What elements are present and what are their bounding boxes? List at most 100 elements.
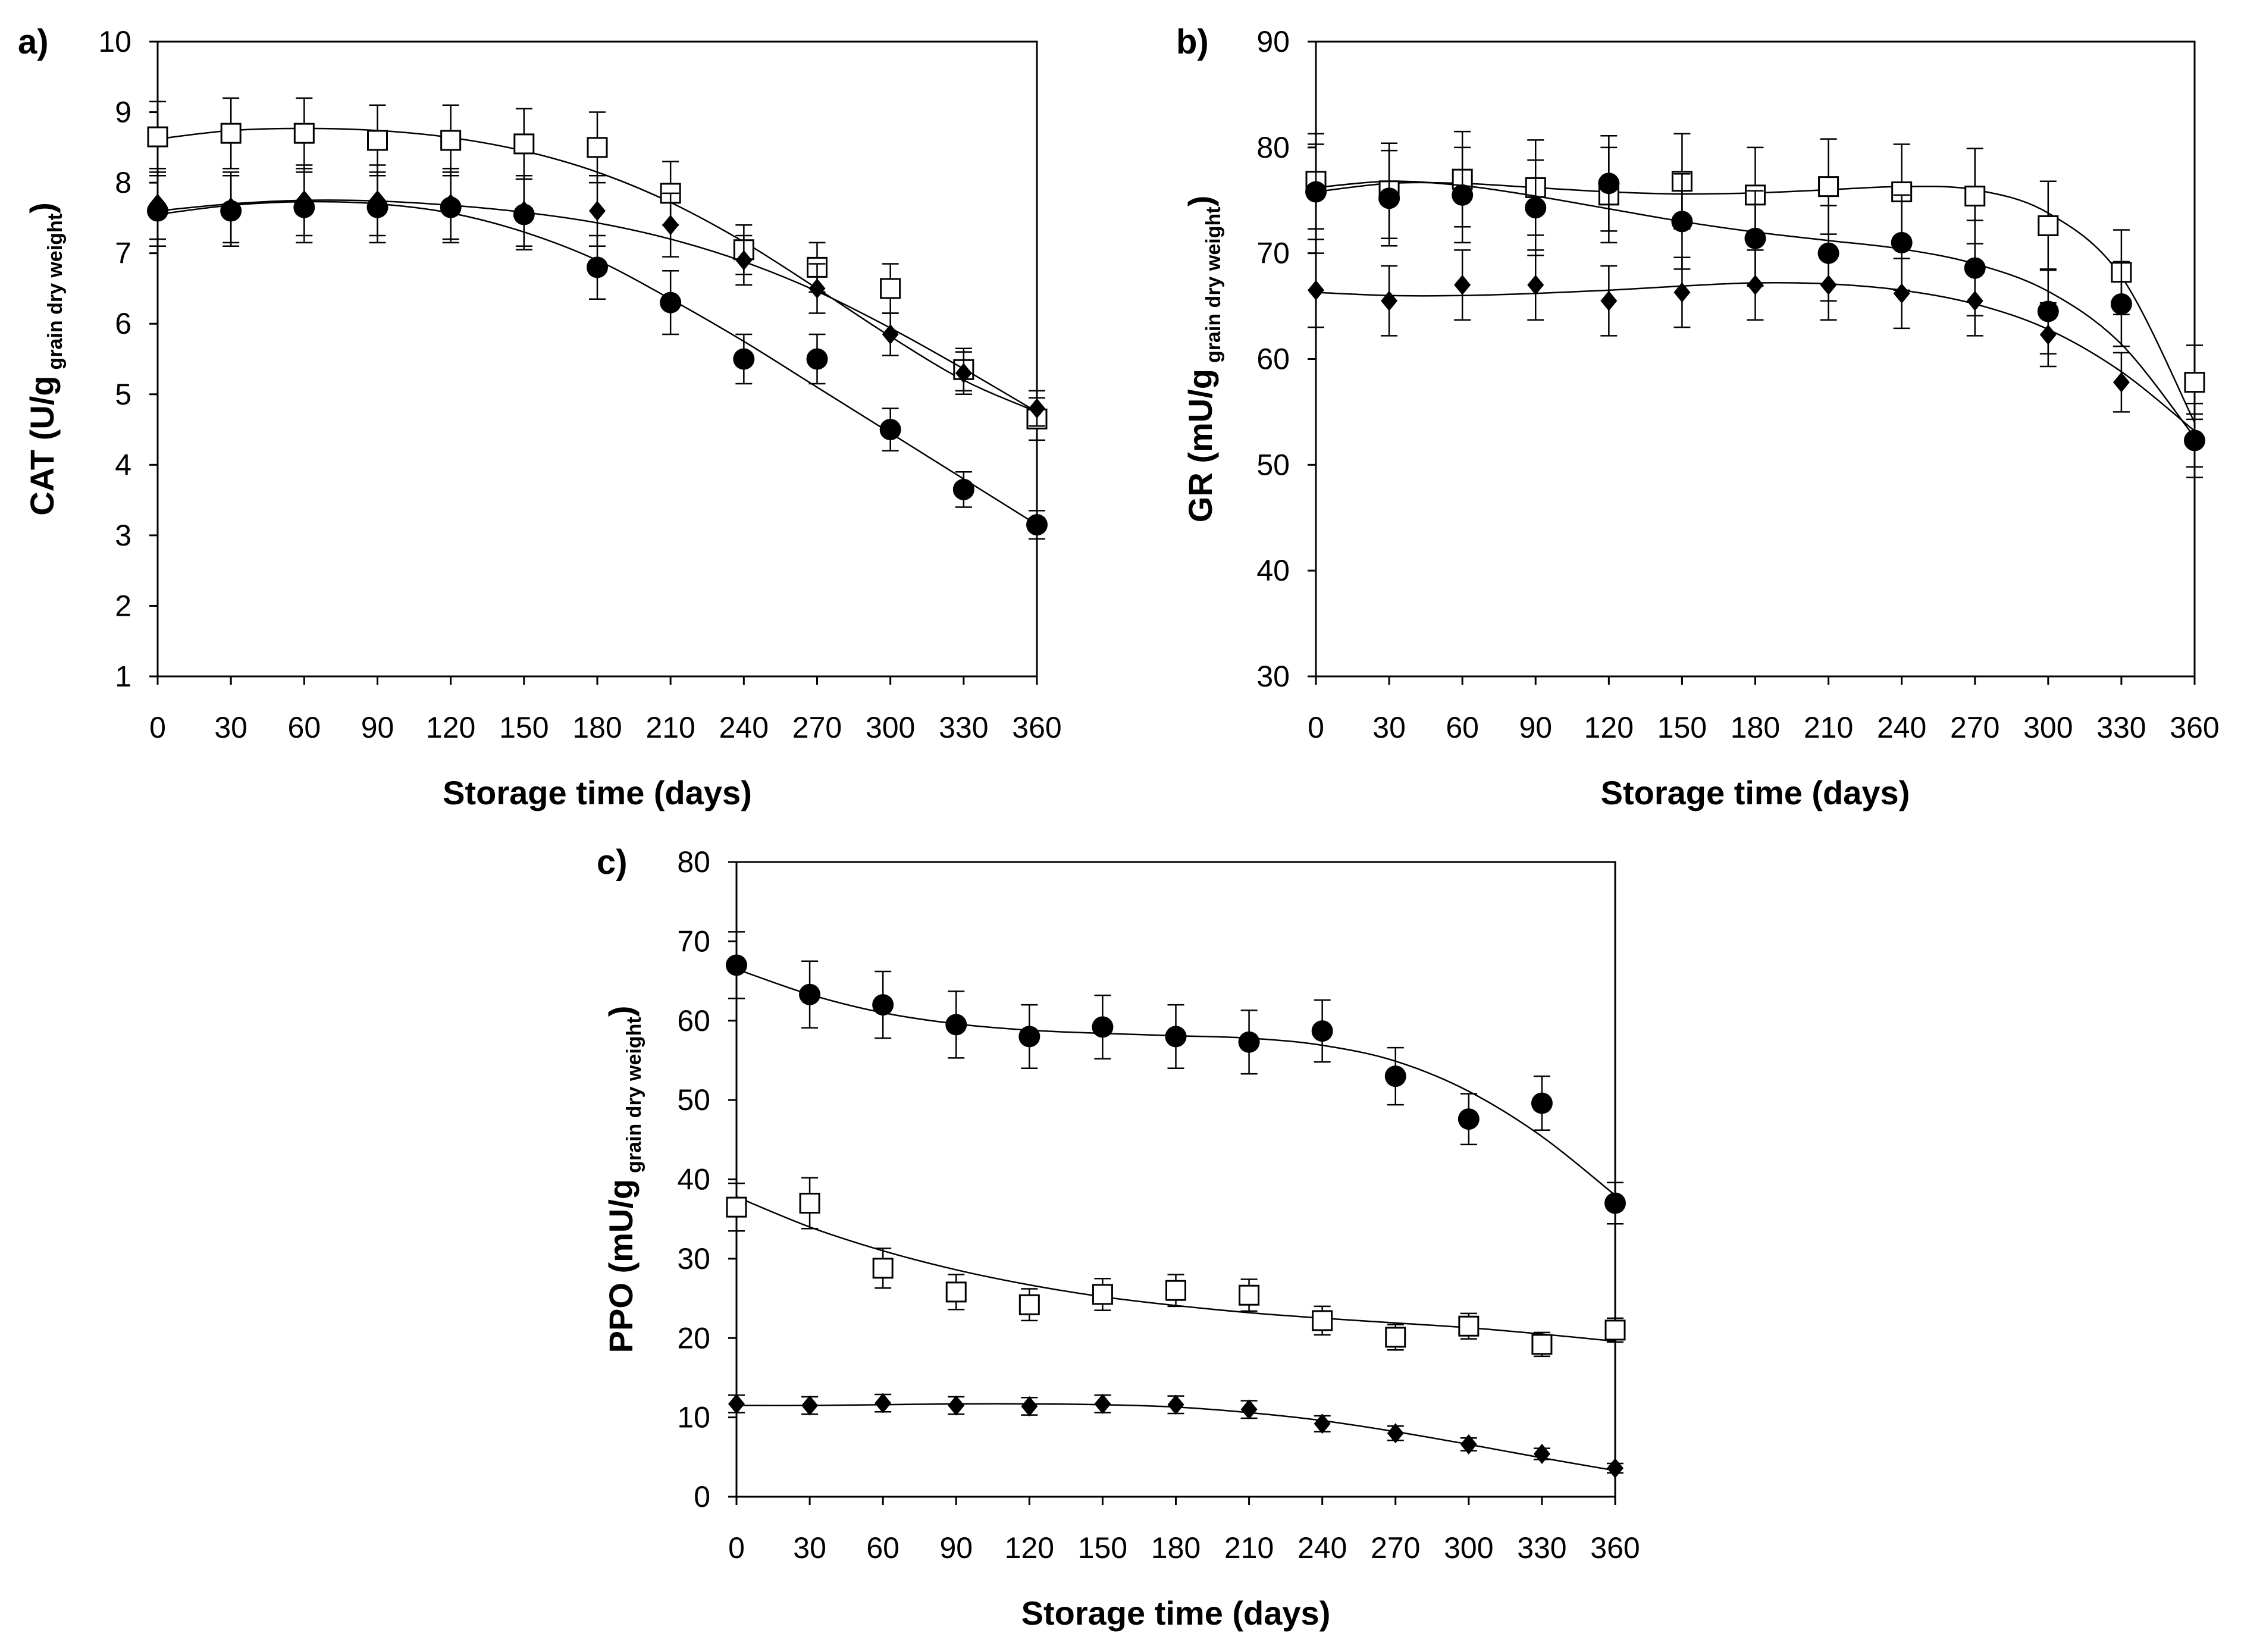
- x-tick-label: 120: [1005, 1531, 1054, 1565]
- x-tick-label: 330: [2096, 711, 2146, 744]
- x-tick-label: 300: [866, 711, 915, 744]
- data-point-square: [2038, 215, 2059, 236]
- data-point-diamond: [1167, 1394, 1184, 1415]
- x-tick-label: 300: [1444, 1531, 1493, 1565]
- data-point-square: [1964, 186, 1986, 207]
- x-tick-label: 300: [2023, 711, 2073, 744]
- data-point-square: [2184, 372, 2205, 393]
- data-point-circle: [806, 348, 828, 370]
- data-point-diamond: [2113, 372, 2130, 393]
- y-tick-label: 40: [1256, 554, 1290, 587]
- data-point-square: [147, 126, 168, 148]
- x-tick-label: 60: [288, 711, 321, 744]
- data-point-square: [293, 123, 315, 144]
- y-axis-label-close: ): [23, 202, 61, 214]
- y-axis-label-subscript: grain dry weight: [1202, 206, 1225, 363]
- data-point-diamond: [2186, 430, 2203, 451]
- data-point-square: [1312, 1310, 1333, 1331]
- x-tick-label: 330: [939, 711, 988, 744]
- x-tick-label: 120: [1584, 711, 1634, 744]
- y-tick-label: 50: [1256, 448, 1290, 481]
- data-point-diamond: [801, 1395, 819, 1416]
- chart-panel-a: 1 2 3 4 5 6 7 8 9 10 0 30 60 90 120 150 180 210 240 270 300 3…: [18, 23, 1062, 811]
- y-tick-label: 30: [1256, 660, 1290, 693]
- data-point-diamond: [1607, 1457, 1623, 1478]
- x-tick-label: 360: [1012, 711, 1061, 744]
- data-point-square: [1458, 1315, 1480, 1337]
- y-tick-label: 80: [1256, 131, 1290, 164]
- data-point-square: [1818, 176, 1839, 198]
- series-filled-diamond: [149, 164, 1045, 427]
- y-tick-label: 10: [98, 25, 131, 58]
- x-tick-label: 0: [149, 711, 166, 744]
- data-point-square: [440, 130, 462, 151]
- x-tick-label: 150: [1078, 1531, 1127, 1565]
- data-point-diamond: [1454, 275, 1471, 296]
- data-point-diamond: [882, 324, 899, 345]
- x-tick-label: 90: [1519, 711, 1552, 744]
- y-tick-label: 3: [115, 519, 131, 552]
- x-tick-label: 30: [793, 1531, 826, 1565]
- data-point-circle: [879, 419, 901, 441]
- x-tick-label: 330: [1517, 1531, 1566, 1565]
- data-point-circle: [220, 200, 242, 222]
- y-axis-label-main: CAT (U/g: [23, 375, 61, 515]
- data-point-diamond: [1381, 290, 1398, 311]
- x-tick-label: 60: [866, 1531, 899, 1565]
- fit-curve: [736, 968, 1616, 1196]
- data-point-circle: [1305, 181, 1327, 203]
- data-point-circle: [513, 203, 535, 225]
- data-point-diamond: [1314, 1413, 1331, 1434]
- y-tick-label: 0: [694, 1480, 710, 1513]
- y-tick-label: 4: [115, 448, 131, 481]
- data-point-square: [1531, 1334, 1553, 1355]
- data-point-diamond: [1387, 1423, 1404, 1444]
- data-point-circle: [660, 291, 682, 314]
- data-point-square: [945, 1281, 967, 1303]
- data-point-circle: [799, 983, 821, 1005]
- y-axis-label-subscript: grain dry weight: [44, 214, 67, 370]
- data-point-square: [220, 123, 242, 144]
- data-point-square: [1092, 1284, 1113, 1305]
- data-point-diamond: [1240, 1399, 1258, 1420]
- data-point-circle: [1378, 187, 1400, 209]
- data-point-circle: [1604, 1192, 1626, 1214]
- data-point-diamond: [1600, 290, 1618, 311]
- y-tick-label: 60: [1256, 343, 1290, 376]
- y-tick-label: 1: [115, 660, 131, 693]
- data-point-circle: [366, 196, 388, 218]
- y-axis-label: GR (mU/g grain dry weight): [1181, 196, 1225, 522]
- data-point-circle: [1238, 1031, 1260, 1053]
- data-point-circle: [1384, 1065, 1406, 1087]
- x-tick-label: 60: [1446, 711, 1479, 744]
- panel-label: a): [18, 23, 49, 61]
- series-open-square: [726, 1177, 1626, 1358]
- data-point-circle: [872, 994, 894, 1016]
- y-axis-label-close: ): [602, 1006, 640, 1017]
- data-point-square: [1385, 1327, 1406, 1348]
- y-tick-label: 70: [677, 924, 710, 958]
- data-point-circle: [1531, 1092, 1553, 1114]
- data-point-circle: [1598, 173, 1620, 195]
- plot-frame: [1315, 40, 2196, 678]
- data-point-circle: [1458, 1108, 1480, 1130]
- data-point-square: [1165, 1280, 1186, 1301]
- x-tick-label: 150: [1657, 711, 1707, 744]
- data-point-circle: [1525, 197, 1547, 219]
- x-axis-label: Storage time (days): [1021, 1594, 1331, 1632]
- chart-panel-b: 30 40 50 60 70 80 90 0 30 60 90 120 150 180 210 240 270 3…: [1176, 23, 2220, 811]
- data-point-square: [1239, 1284, 1260, 1306]
- data-point-diamond: [1308, 280, 1324, 300]
- data-point-circle: [1026, 514, 1048, 536]
- y-tick-label: 7: [115, 237, 131, 270]
- data-point-circle: [1311, 1020, 1333, 1042]
- data-point-diamond: [808, 278, 826, 299]
- x-tick-label: 180: [1151, 1531, 1201, 1565]
- x-tick-label: 240: [719, 711, 769, 744]
- y-tick-label: 8: [115, 166, 131, 199]
- y-tick-label: 20: [677, 1321, 710, 1355]
- data-point-diamond: [1893, 283, 1910, 304]
- data-point-circle: [2110, 293, 2132, 315]
- data-point-diamond: [589, 200, 606, 221]
- data-point-square: [880, 278, 901, 299]
